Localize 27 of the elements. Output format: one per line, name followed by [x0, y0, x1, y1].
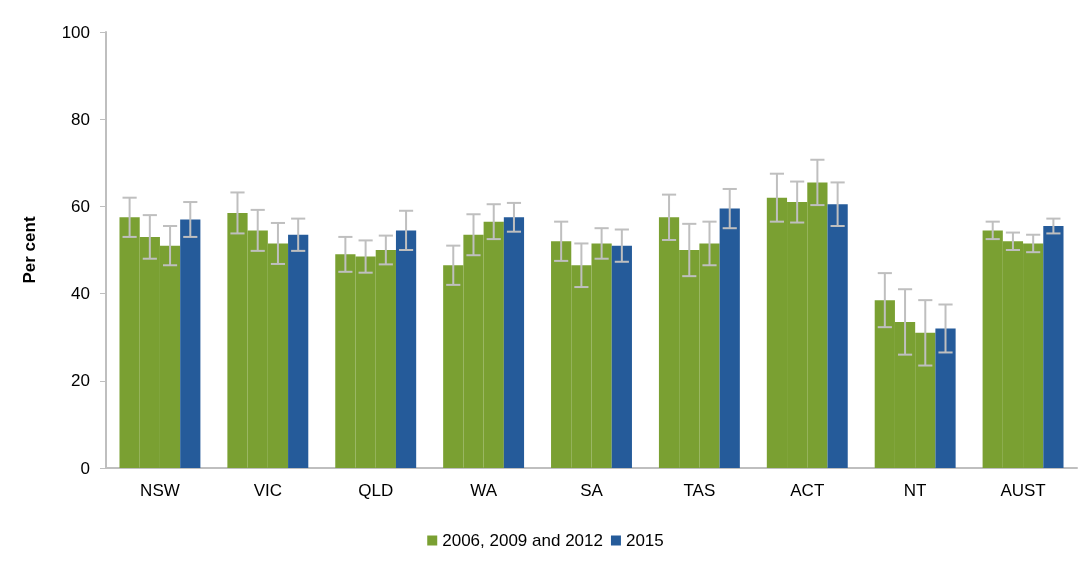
y-tick-label: 20: [71, 371, 90, 391]
bar: [719, 208, 740, 468]
y-tick-label: 60: [71, 196, 90, 216]
x-tick-label: QLD: [358, 481, 394, 500]
legend-label: 2006, 2009 and 2012: [442, 531, 603, 550]
x-tick-label: ACT: [790, 481, 825, 500]
legend-label: 2015: [625, 531, 664, 550]
x-tick-label: NT: [903, 481, 927, 500]
y-tick-label: 40: [71, 284, 90, 304]
x-tick-label: AUST: [1000, 481, 1046, 500]
y-axis-title: Per cent: [20, 216, 39, 284]
y-tick-label: 0: [80, 458, 90, 478]
x-tick-label: VIC: [253, 481, 283, 500]
bar: [395, 230, 417, 468]
x-tick-label: NSW: [140, 481, 180, 500]
bar: [1043, 226, 1064, 468]
bar: [503, 217, 525, 468]
x-tick-label: SA: [580, 481, 604, 500]
y-tick-label: 100: [61, 22, 90, 42]
x-tick-label: TAS: [683, 481, 716, 500]
bar: [935, 328, 956, 468]
bar: [288, 234, 309, 468]
bar: [827, 204, 848, 468]
bar: [180, 219, 201, 468]
y-tick-label: 80: [71, 109, 90, 129]
x-tick-label: WA: [470, 481, 498, 500]
bar: [611, 245, 632, 468]
